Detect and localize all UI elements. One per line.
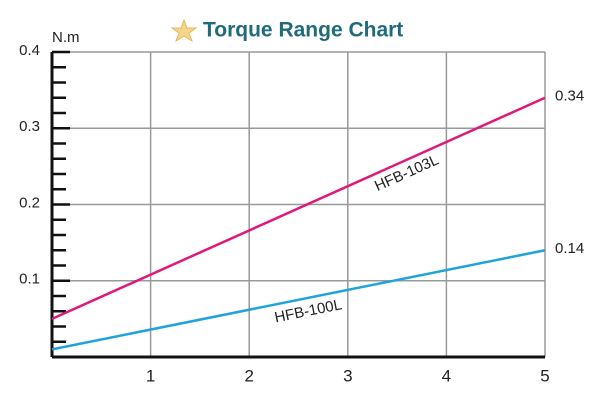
data-label: 0.34 — [555, 88, 584, 105]
series-name: HFB-100L — [273, 296, 343, 326]
x-tick-label: 4 — [442, 366, 451, 385]
x-tick-label: 5 — [540, 366, 549, 385]
y-axis-label: N.m — [52, 29, 80, 46]
x-tick-label: 1 — [146, 366, 155, 385]
series-line — [51, 249, 546, 351]
y-tick-label: 0.4 — [19, 42, 40, 59]
star-icon — [170, 18, 198, 43]
data-label: 0.14 — [555, 240, 584, 257]
x-tick-label: 3 — [343, 366, 352, 385]
x-tick-label: 2 — [244, 366, 253, 385]
series-name: HFB-103L — [372, 151, 441, 194]
series-line — [51, 96, 546, 321]
chart-title: Torque Range Chart — [203, 19, 403, 42]
y-tick-label: 0.3 — [19, 118, 40, 135]
y-tick-label: 0.2 — [19, 194, 40, 211]
y-tick-label: 0.1 — [19, 271, 40, 288]
